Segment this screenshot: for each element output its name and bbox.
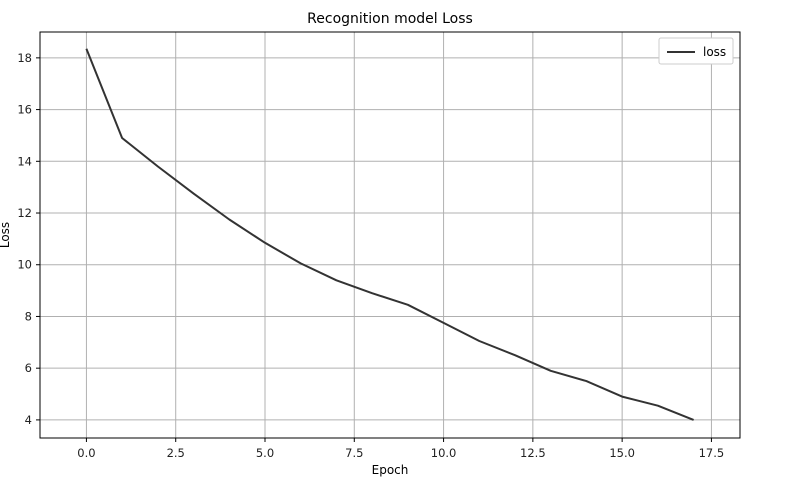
y-tick-label: 8 xyxy=(25,309,32,323)
legend: loss xyxy=(658,37,734,65)
y-tick-label: 6 xyxy=(25,361,32,375)
x-axis-label: Epoch xyxy=(372,463,409,477)
y-tick-label: 12 xyxy=(17,206,32,220)
legend-label: loss xyxy=(703,45,726,59)
plot-area-frame xyxy=(39,31,741,439)
x-tick-label: 2.5 xyxy=(167,446,185,460)
y-axis-ticks: 4 6 8 10 12 14 16 18 xyxy=(17,51,40,427)
y-tick-label: 10 xyxy=(17,258,32,272)
y-tick-label: 16 xyxy=(17,103,32,117)
y-tick-label: 18 xyxy=(17,51,32,65)
grid-lines xyxy=(40,32,740,438)
x-tick-label: 12.5 xyxy=(520,446,546,460)
chart-title: Recognition model Loss xyxy=(307,11,473,27)
y-tick-label: 14 xyxy=(17,154,32,168)
series-line-loss xyxy=(85,48,694,421)
legend-box xyxy=(658,37,734,65)
y-tick-label: 4 xyxy=(25,413,32,427)
x-tick-label: 0.0 xyxy=(77,446,95,460)
x-tick-label: 15.0 xyxy=(609,446,635,460)
x-tick-label: 10.0 xyxy=(431,446,457,460)
x-tick-label: 17.5 xyxy=(699,446,725,460)
series-lines xyxy=(85,48,694,421)
x-axis-ticks: 0.0 2.5 5.0 7.5 10.0 12.5 15.0 17.5 xyxy=(77,438,724,460)
x-tick-label: 7.5 xyxy=(345,446,363,460)
y-axis-label: Loss xyxy=(0,222,12,248)
x-tick-label: 5.0 xyxy=(256,446,274,460)
